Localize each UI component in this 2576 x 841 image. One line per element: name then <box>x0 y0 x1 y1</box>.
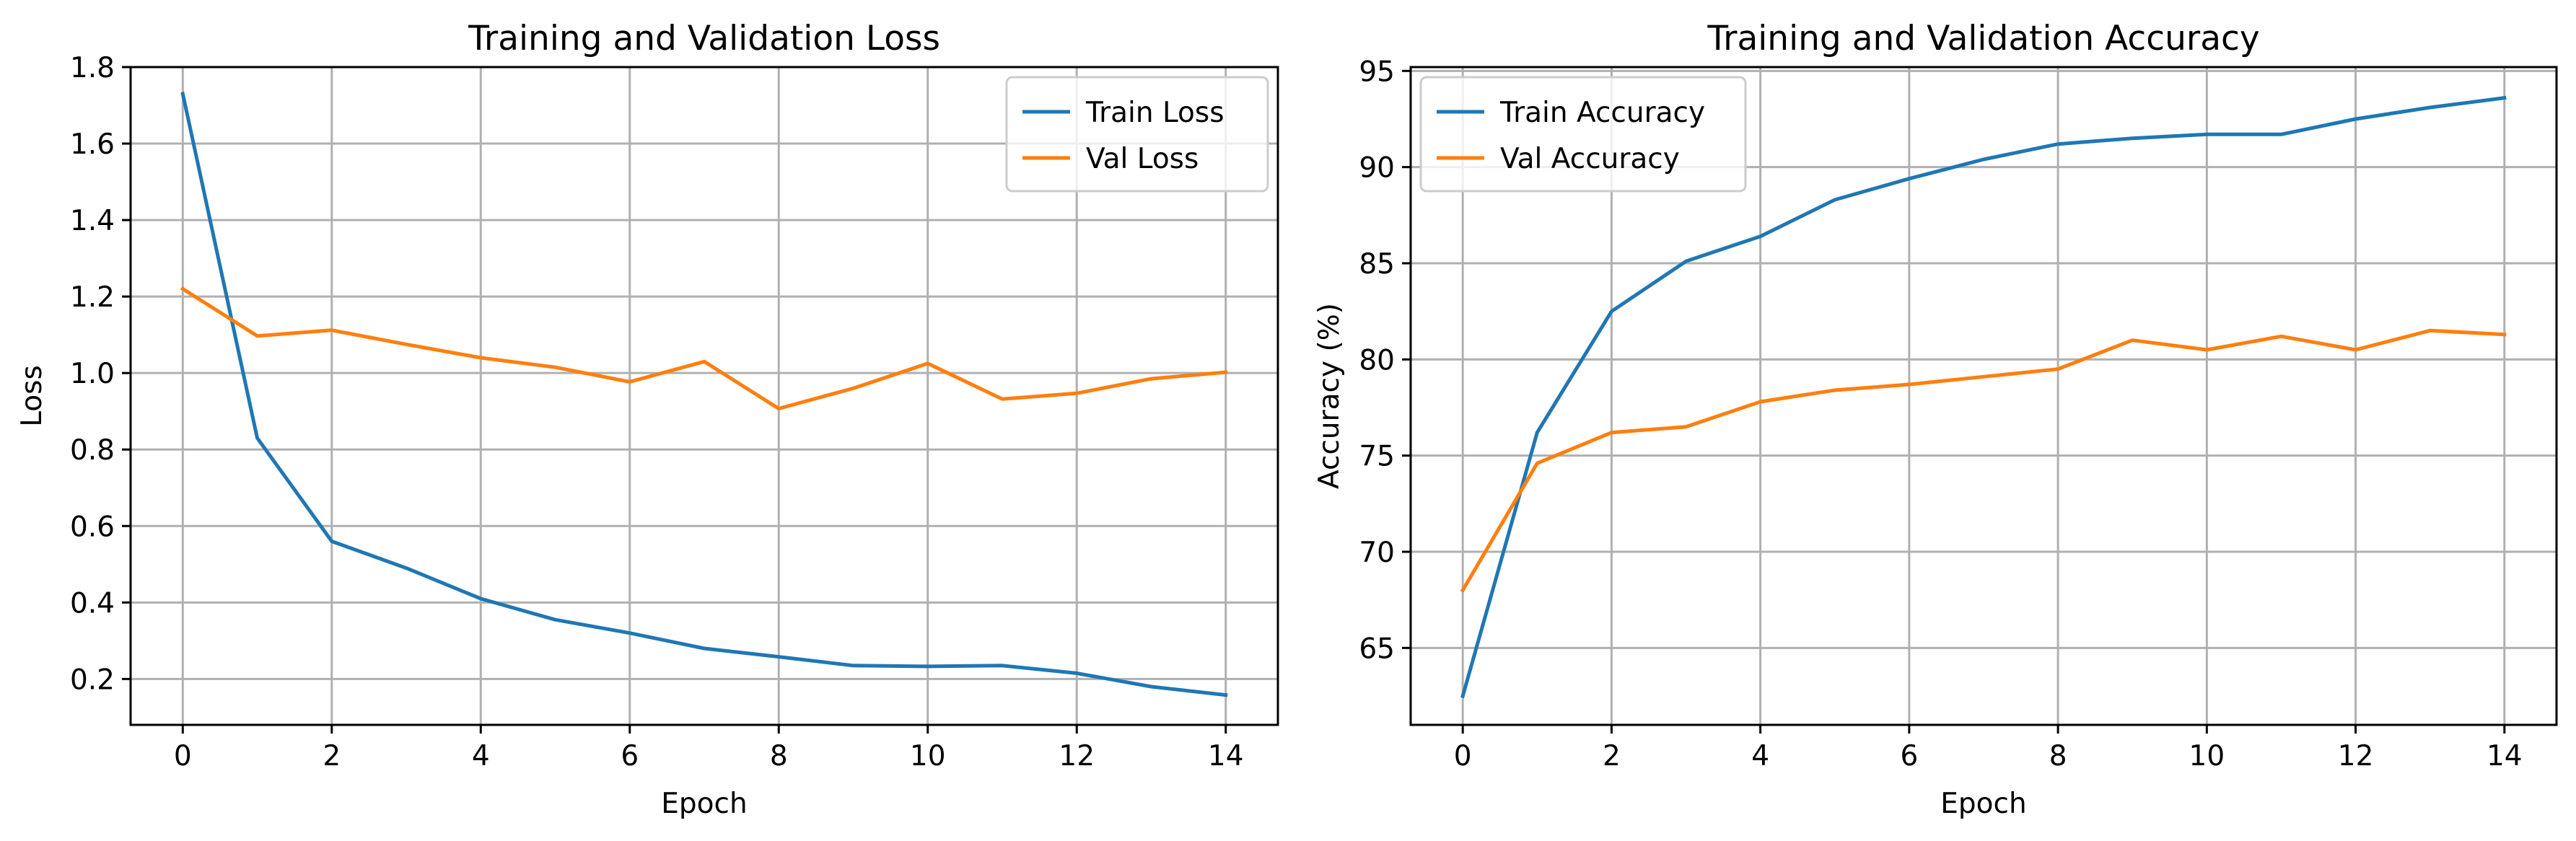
x-tick-label: 0 <box>174 740 192 772</box>
y-tick-label: 1.8 <box>70 52 115 84</box>
y-tick-label: 1.4 <box>70 205 115 237</box>
y-tick-label: 0.8 <box>70 434 115 467</box>
series-line-val-accuracy <box>1460 328 2507 593</box>
y-tick-label: 65 <box>1359 633 1395 665</box>
y-tick-label: 1.0 <box>70 358 115 390</box>
series-line-val-loss <box>180 286 1228 410</box>
x-axis-label: Epoch <box>1940 788 2026 820</box>
x-axis-label: Epoch <box>661 788 747 820</box>
y-tick-label: 75 <box>1359 441 1395 473</box>
x-tick-label: 12 <box>1059 740 1095 772</box>
x-tick-label: 0 <box>1454 740 1472 772</box>
chart-title: Training and Validation Accuracy <box>1707 19 2259 58</box>
x-tick-label: 8 <box>770 740 788 772</box>
x-tick-label: 2 <box>323 740 341 772</box>
y-tick-label: 85 <box>1359 248 1395 281</box>
y-tick-label: 70 <box>1359 537 1395 569</box>
y-tick-label: 0.2 <box>70 664 115 696</box>
axes-frame <box>129 66 1279 726</box>
legend-entry-label: Val Loss <box>1086 143 1199 175</box>
legend-box <box>1005 76 1269 193</box>
loss-chart-panel: 0 2 4 6 8 10 12 14 0.2 0.4 0.6 0.8 1.0 1.2 1.4 1.6 1.8 Tr… <box>16 19 1279 820</box>
x-tick-label: 8 <box>2049 740 2067 772</box>
x-tick-label: 14 <box>2487 740 2523 772</box>
series-line-train-accuracy <box>1460 95 2507 699</box>
x-tick-label: 12 <box>2338 740 2374 772</box>
x-tick-label: 10 <box>2189 740 2225 772</box>
series-line-train-loss <box>180 92 1228 697</box>
legend: Train Accuracy Val Accuracy <box>1419 76 1747 193</box>
axes-frame <box>1409 66 2558 726</box>
legend-entry-label: Val Accuracy <box>1500 143 1680 175</box>
x-tick-label: 2 <box>1603 740 1621 772</box>
x-tick-label: 4 <box>1751 740 1769 772</box>
x-tick-label: 6 <box>1900 740 1918 772</box>
y-tick-label: 1.2 <box>70 281 115 314</box>
legend: Train Loss Val Loss <box>1005 76 1269 193</box>
x-tick-label: 4 <box>472 740 490 772</box>
legend-entry-label: Train Accuracy <box>1499 97 1705 129</box>
y-tick-label: 1.6 <box>70 128 115 161</box>
y-axis-label: Loss <box>16 365 48 427</box>
x-tick-label: 14 <box>1208 740 1244 772</box>
legend-box <box>1419 76 1747 193</box>
y-tick-label: 0.4 <box>70 587 115 620</box>
y-tick-label: 80 <box>1359 344 1395 377</box>
x-tick-label: 10 <box>910 740 946 772</box>
chart-title: Training and Validation Loss <box>468 19 940 58</box>
y-tick-label: 95 <box>1359 56 1395 88</box>
y-tick-label: 0.6 <box>70 511 115 543</box>
y-tick-label: 90 <box>1359 152 1395 185</box>
accuracy-chart-panel: 0 2 4 6 8 10 12 14 65 70 75 80 85 90 95 Training and Va… <box>1313 19 2558 820</box>
legend-entry-label: Train Loss <box>1085 97 1225 129</box>
x-tick-label: 6 <box>621 740 639 772</box>
y-axis-label: Accuracy (%) <box>1313 303 1346 489</box>
